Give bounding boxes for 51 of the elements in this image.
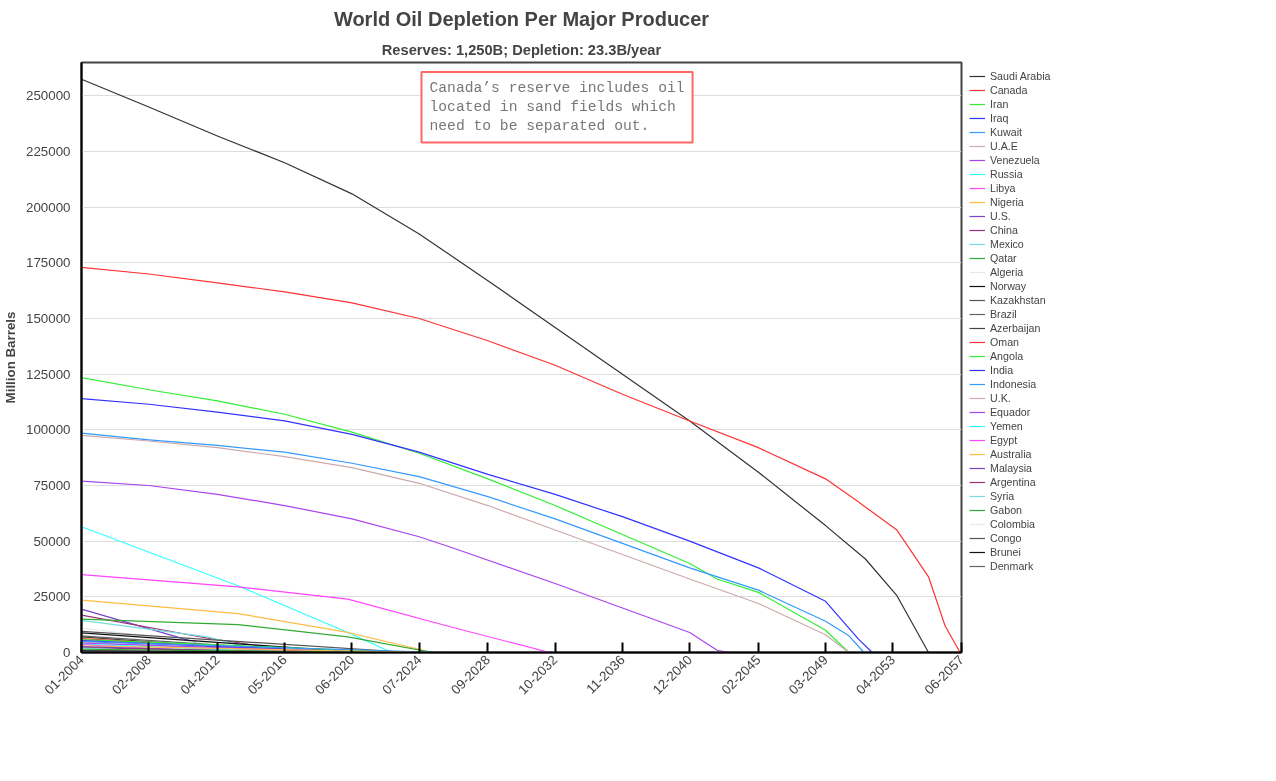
legend-label: U.A.E — [990, 140, 1018, 152]
legend-label: Congo — [990, 532, 1022, 544]
legend-label: Indonesia — [990, 378, 1037, 390]
legend-label: Qatar — [990, 252, 1017, 264]
legend-label: U.S. — [990, 210, 1011, 222]
legend-label: Kuwait — [990, 126, 1022, 138]
y-tick-label: 150000 — [26, 311, 71, 327]
legend-label: Azerbaijan — [990, 322, 1041, 334]
chart-title: World Oil Depletion Per Major Producer — [333, 7, 710, 30]
legend-label: Norway — [990, 280, 1027, 292]
legend-label: U.K. — [990, 392, 1011, 404]
legend-label: Oman — [990, 336, 1020, 348]
legend-label: China — [990, 224, 1018, 236]
legend-label: Denmark — [990, 560, 1034, 572]
y-tick-label: 50000 — [33, 533, 71, 549]
legend-label: Syria — [990, 490, 1015, 502]
legend-label: Canada — [990, 84, 1028, 96]
y-tick-label: 75000 — [33, 478, 71, 494]
y-tick-label: 250000 — [26, 88, 71, 104]
legend-label: Nigeria — [990, 196, 1024, 208]
y-tick-label: 25000 — [33, 589, 71, 605]
legend-label: Yemen — [990, 420, 1023, 432]
legend-label: Russia — [990, 168, 1023, 180]
legend-label: Iran — [990, 98, 1010, 110]
y-tick-label: 100000 — [26, 422, 71, 438]
y-axis-title: Million Barrels — [3, 311, 19, 404]
legend-label: Mexico — [990, 238, 1024, 250]
legend-label: Malaysia — [990, 462, 1033, 474]
legend-label: Saudi Arabia — [990, 70, 1051, 82]
legend-label: Brunei — [990, 546, 1021, 558]
legend-label: Gabon — [990, 504, 1022, 516]
legend-label: Algeria — [990, 266, 1024, 278]
legend-label: Libya — [990, 182, 1016, 194]
legend-label: Equador — [990, 406, 1031, 418]
legend-label: Colombia — [990, 518, 1036, 530]
legend-label: Australia — [990, 448, 1032, 460]
legend-label: Kazakhstan — [990, 294, 1046, 306]
y-tick-label: 175000 — [26, 255, 71, 271]
legend-label: Iraq — [990, 112, 1010, 124]
legend-label: Brazil — [990, 308, 1017, 320]
legend-label: Venezuela — [990, 154, 1040, 166]
annotation: Canada’s reserve includes oil located in sand fields which need to be separated out. — [429, 80, 685, 135]
y-tick-label: 200000 — [26, 199, 71, 215]
legend-label: Egypt — [990, 434, 1018, 446]
legend-label: Argentina — [990, 476, 1036, 488]
y-tick-label: 0 — [63, 645, 71, 660]
legend-label: Angola — [990, 350, 1024, 362]
legend-label: India — [990, 364, 1014, 376]
y-tick-label: 125000 — [26, 366, 71, 382]
chart-subtitle: Reserves: 1,250B; Depletion: 23.3B/year — [381, 41, 662, 58]
y-tick-label: 225000 — [26, 144, 71, 160]
